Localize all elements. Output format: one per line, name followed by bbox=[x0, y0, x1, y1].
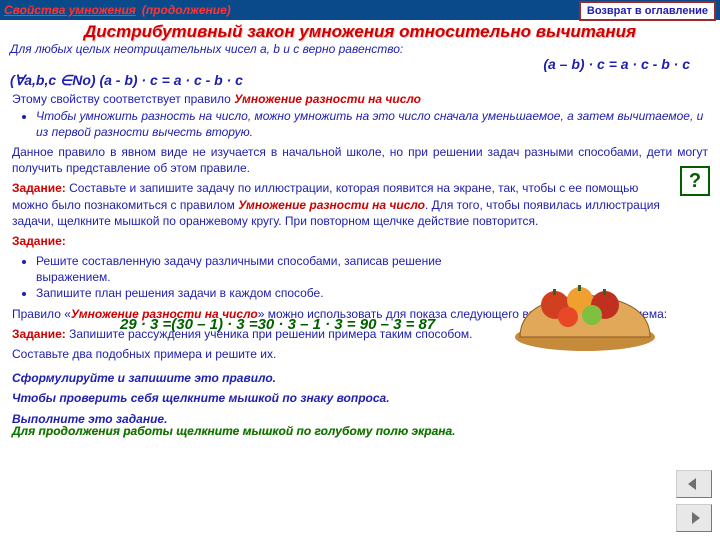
task-1-label: Задание: bbox=[12, 181, 66, 195]
intro-text: Для любых целых неотрицательных чисел a,… bbox=[0, 42, 720, 56]
page-title: Дистрибутивный закон умножения относител… bbox=[0, 20, 720, 42]
task-2: Задание: bbox=[0, 231, 720, 251]
rule-block: Этому свойству соответствует правило Умн… bbox=[0, 89, 720, 142]
help-button[interactable]: ? bbox=[680, 166, 710, 196]
task-1-rule: Умножение разности на число bbox=[238, 198, 425, 212]
rule-2-a: Правило « bbox=[12, 307, 71, 321]
formula-left: (∀a,b,c ∈No) (a - b) · c = a · c - b · c bbox=[0, 72, 720, 89]
next-button[interactable] bbox=[676, 504, 712, 532]
formula-right: (a – b) · c = a · c - b · c bbox=[0, 56, 720, 72]
green-formula: 29 · 3 =(30 – 1) · 3 =30 · 3 – 1 · 3 = 9… bbox=[120, 316, 435, 333]
footer-2: Чтобы проверить себя щелкните мышкой по … bbox=[0, 388, 720, 408]
footer-4b: Для продолжения работы щелкните мышкой п… bbox=[12, 424, 456, 438]
task-2-label: Задание: bbox=[12, 233, 490, 249]
footer-1: Сформулируйте и запишите это правило. bbox=[0, 368, 720, 388]
rule-text: Чтобы умножить разность на число, можно … bbox=[36, 108, 708, 140]
task-2-item-2: Запишите план решения задачи в каждом сп… bbox=[36, 285, 490, 301]
rule-intro: Этому свойству соответствует правило bbox=[12, 92, 231, 106]
topbar-continuation: (продолжение) bbox=[142, 3, 231, 17]
return-to-toc-button[interactable]: Возврат в оглавление bbox=[579, 1, 716, 21]
task-3-label: Задание: bbox=[12, 327, 66, 341]
paragraph-1: Данное правило в явном виде не изучается… bbox=[0, 142, 720, 178]
topbar-subject: Свойства умножения bbox=[4, 3, 136, 17]
nav-arrows bbox=[676, 470, 712, 532]
task-1: Задание: Составьте и запишите задачу по … bbox=[0, 178, 720, 231]
prev-button[interactable] bbox=[676, 470, 712, 498]
task-2-item-1: Решите составленную задачу различными сп… bbox=[36, 253, 490, 285]
rule-name: Умножение разности на число bbox=[234, 92, 421, 106]
